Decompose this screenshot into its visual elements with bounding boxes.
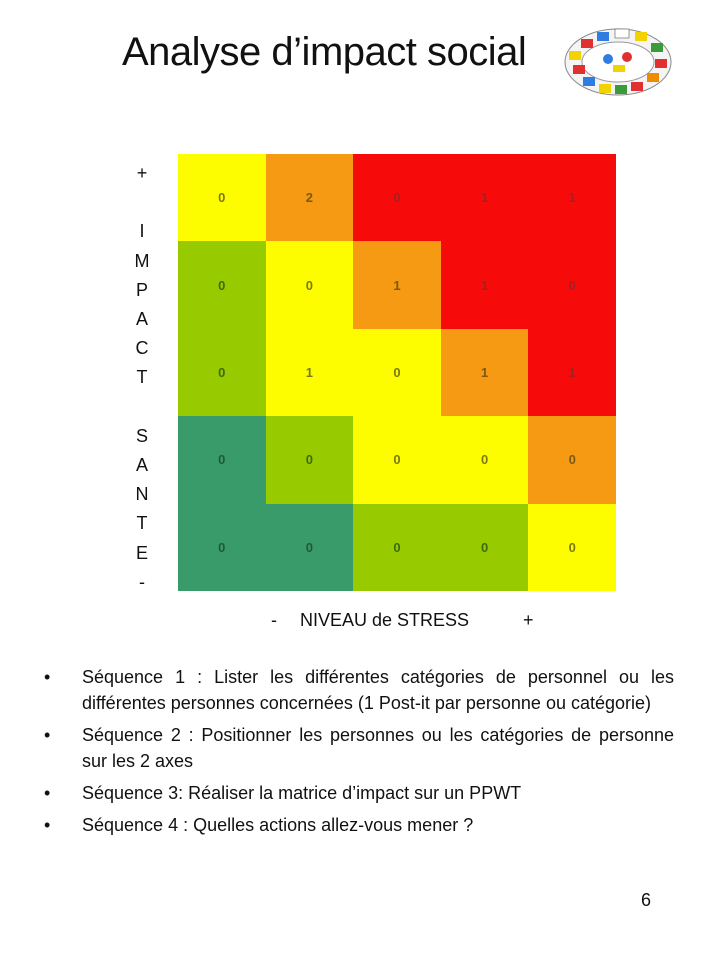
page-number: 6 <box>641 890 652 910</box>
instruction-list: • Séquence 1 : Lister les différentes cat… <box>44 664 674 844</box>
matrix-cell: 0 <box>265 503 354 591</box>
x-axis-plus: + <box>523 610 534 630</box>
matrix-cell: 0 <box>353 154 441 242</box>
list-item: • Séquence 1 : Lister les différentes cat… <box>44 664 674 716</box>
board-game-logo-icon <box>564 28 672 96</box>
list-item: • Séquence 3: Réaliser la matrice d’impac… <box>44 780 674 806</box>
slide-title: Analyse d’impact social <box>122 30 527 74</box>
list-item-text: Séquence 3: Réaliser la matrice d’impact… <box>82 783 522 803</box>
matrix-cell: 2 <box>265 154 354 242</box>
list-item: • Séquence 4 : Quelles actions allez-vous… <box>44 812 674 838</box>
matrix-cell: 0 <box>178 503 266 591</box>
matrix-cell: 1 <box>528 154 616 242</box>
y-axis-letter: M <box>134 250 150 271</box>
y-axis-letter: P <box>135 279 148 300</box>
x-axis-label: NIVEAU de STRESS <box>300 610 470 630</box>
matrix-cell: 1 <box>265 328 354 417</box>
y-axis-letter: T <box>136 367 148 388</box>
matrix-cell: 0 <box>353 503 441 591</box>
matrix-cell: 0 <box>528 241 616 329</box>
bullet-icon: • <box>44 667 51 687</box>
bullet-icon: • <box>44 725 51 745</box>
matrix-cell: 0 <box>265 416 354 504</box>
list-item-text: Séquence 1 : Lister les différentes caté… <box>82 667 674 713</box>
matrix-cell: 0 <box>440 503 529 591</box>
matrix-cell: 0 <box>178 241 266 329</box>
x-axis-minus: - <box>271 610 277 630</box>
matrix-cell: 1 <box>528 328 616 417</box>
matrix-cell: 1 <box>440 154 529 242</box>
y-axis-letter: - <box>139 571 145 592</box>
y-axis-letter: A <box>135 455 148 475</box>
matrix-cell: 0 <box>178 416 266 504</box>
matrix-cell: 1 <box>440 241 529 329</box>
bullet-icon: • <box>44 783 51 803</box>
matrix-cell: 0 <box>528 503 616 591</box>
matrix-cell: 0 <box>178 154 266 242</box>
y-axis-letter: C <box>135 338 149 359</box>
y-axis-letter: N <box>135 484 149 505</box>
matrix-cell: 0 <box>178 328 266 417</box>
matrix-cell: 0 <box>353 328 441 417</box>
matrix-cell: 0 <box>353 416 441 504</box>
matrix-cell: 0 <box>265 241 354 329</box>
y-axis-letter: T <box>136 513 148 534</box>
y-axis-letter: E <box>135 542 148 563</box>
list-item-text: Séquence 4 : Quelles actions allez-vous … <box>82 815 474 835</box>
y-axis-letter: I <box>139 221 145 242</box>
y-axis-letter: + <box>136 163 148 183</box>
matrix-cell: 0 <box>528 416 616 504</box>
matrix-cell: 1 <box>440 328 529 417</box>
matrix-cell: 0 <box>440 416 529 504</box>
y-axis-letter: A <box>135 309 148 329</box>
list-item: • Séquence 2 : Positionner les personnes … <box>44 722 674 774</box>
matrix-cell: 1 <box>353 241 441 329</box>
y-axis-letter: S <box>135 425 148 446</box>
bullet-icon: • <box>44 815 51 835</box>
list-item-text: Séquence 2 : Positionner les personnes o… <box>82 725 674 771</box>
